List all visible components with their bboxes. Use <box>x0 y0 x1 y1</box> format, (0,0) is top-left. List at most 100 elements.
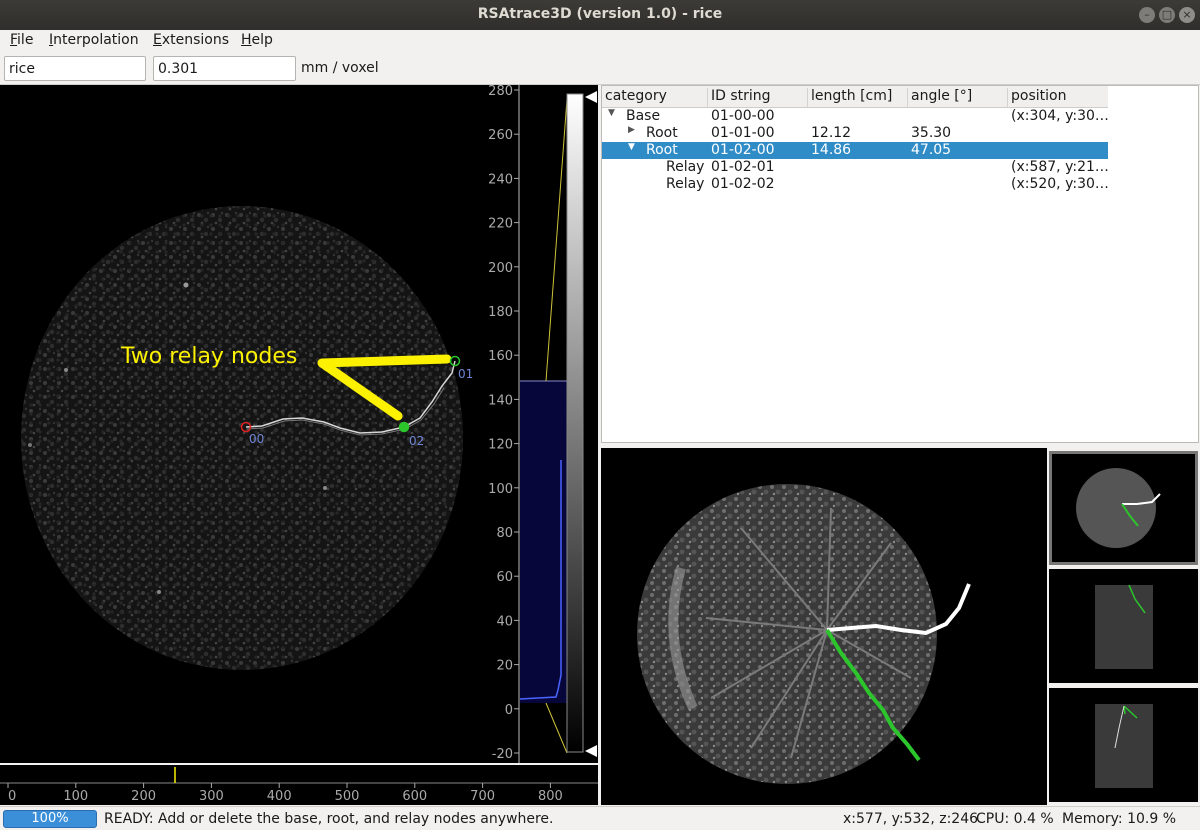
cell-category: Root <box>646 142 678 158</box>
hist-tick-label: 60 <box>496 570 513 585</box>
tree-row[interactable]: ▼ Root 01-02-00 14.86 47.05 <box>602 142 1108 159</box>
header-angle[interactable]: angle [°] <box>908 88 1008 107</box>
header-category[interactable]: category <box>602 88 708 107</box>
hist-tick-label: 260 <box>488 128 513 143</box>
relay-node-marker-02[interactable] <box>398 421 410 433</box>
expand-arrow-icon[interactable]: ▼ <box>608 108 615 118</box>
maximize-icon[interactable]: □ <box>1159 7 1175 23</box>
cell-category: Relay <box>666 176 705 192</box>
hist-tick-label: -20 <box>492 747 513 762</box>
cell-id-string: 01-00-00 <box>711 108 775 124</box>
hist-tick-label: 160 <box>488 349 513 364</box>
collapse-arrow-icon[interactable]: ▶ <box>628 125 635 135</box>
status-bar: 100% READY: Add or delete the base, root… <box>0 806 1200 830</box>
close-icon[interactable]: × <box>1179 7 1195 23</box>
view-thumbnails <box>1047 448 1200 805</box>
cpu-usage: CPU: 0.4 % <box>976 811 1054 827</box>
hist-tick-label: 240 <box>488 172 513 187</box>
annotation-arrow <box>317 354 452 421</box>
tree-row[interactable]: Relay 01-02-01 (x:587, y:21… <box>602 159 1109 176</box>
cell-length: 14.86 <box>811 142 852 158</box>
hist-tick-label: 220 <box>488 217 513 232</box>
x-tick-label: 500 <box>335 789 360 804</box>
soil-sample-cross-section <box>21 206 463 670</box>
cell-position: (x:520, y:30… <box>1011 176 1109 192</box>
slice-view[interactable]: 280 260 240 220 200 180 160 140 120 100 80 60 40 20 0-… <box>0 85 598 763</box>
hist-tick-label: 20 <box>496 659 513 674</box>
x-axis: 0 100 200 300 400 500 600 700 800 <box>7 783 563 804</box>
menu-extensions[interactable]: Extensions <box>153 32 230 48</box>
base-node-marker[interactable] <box>240 421 252 433</box>
thumbnail-front-view[interactable] <box>1049 569 1198 683</box>
volume-name-input[interactable] <box>4 56 146 81</box>
minimize-icon[interactable]: – <box>1139 7 1155 23</box>
x-tick-label: 100 <box>63 789 88 804</box>
node-label-01: 01 <box>458 367 474 381</box>
root-trace-green <box>825 628 921 762</box>
cell-id-string: 01-01-00 <box>711 125 775 141</box>
header-length[interactable]: length [cm] <box>808 88 908 107</box>
color-lut-bar[interactable] <box>566 93 584 753</box>
memory-usage: Memory: 10.9 % <box>1062 811 1177 827</box>
cell-position: (x:304, y:30… <box>1011 108 1109 124</box>
lut-min-handle[interactable] <box>585 745 597 757</box>
volume-render <box>637 484 937 784</box>
node-label-02: 02 <box>409 434 425 448</box>
hist-tick-label: 0 <box>505 703 513 718</box>
table-header: category ID string length [cm] angle [°]… <box>602 86 1108 108</box>
cell-length: 12.12 <box>811 125 852 141</box>
cell-angle: 47.05 <box>911 142 952 158</box>
thumbnail-side-view[interactable] <box>1049 688 1198 802</box>
cell-id-string: 01-02-00 <box>711 142 775 158</box>
menu-help[interactable]: Help <box>241 32 273 48</box>
cell-angle: 35.30 <box>911 125 952 141</box>
intensity-histogram[interactable] <box>518 85 568 763</box>
cell-position: (x:587, y:21… <box>1011 159 1109 175</box>
slice-slider[interactable]: 0 100 200 300 400 500 600 700 800 <box>0 763 598 805</box>
relay-node-marker-01[interactable] <box>449 355 461 367</box>
expand-arrow-icon[interactable]: ▼ <box>628 142 635 152</box>
volume-3d-view[interactable] <box>601 448 1047 805</box>
voxel-unit-label: mm / voxel <box>301 60 379 76</box>
window-title: RSAtrace3D (version 1.0) - rice <box>477 6 723 22</box>
hist-tick-label: 280 <box>488 85 513 99</box>
x-tick-label: 300 <box>199 789 224 804</box>
root-trace-white <box>826 583 971 636</box>
hist-tick-label: 140 <box>488 393 513 408</box>
x-tick-label: 0 <box>8 789 16 804</box>
cell-id-string: 01-02-01 <box>711 159 775 175</box>
toolbar: mm / voxel <box>0 52 1200 85</box>
lut-max-handle[interactable] <box>585 91 597 103</box>
header-position[interactable]: position <box>1011 88 1067 104</box>
menu-interpolation[interactable]: Interpolation <box>49 32 139 48</box>
tree-row[interactable]: ▼ Base 01-00-00 (x:304, y:30… <box>602 108 1109 125</box>
cell-category: Root <box>646 125 678 141</box>
header-id-string[interactable]: ID string <box>708 88 808 107</box>
x-tick-label: 600 <box>402 789 427 804</box>
hist-tick-label: 120 <box>488 438 513 453</box>
root-tree-table[interactable]: category ID string length [cm] angle [°]… <box>601 85 1199 443</box>
cell-id-string: 01-02-02 <box>711 176 775 192</box>
x-tick-label: 800 <box>538 789 563 804</box>
cursor-coordinates: x:577, y:532, z:246 <box>843 811 979 827</box>
status-message: READY: Add or delete the base, root, and… <box>104 811 554 827</box>
cell-category: Base <box>626 108 661 124</box>
hist-tick-label: 100 <box>488 482 513 497</box>
tree-row[interactable]: Relay 01-02-02 (x:520, y:30… <box>602 176 1109 193</box>
progress-bar: 100% <box>3 810 97 828</box>
tree-row[interactable]: ▶ Root 01-01-00 12.12 35.30 <box>602 125 1108 142</box>
menu-bar: File Interpolation Extensions Help <box>0 30 1200 52</box>
title-bar: RSAtrace3D (version 1.0) - rice – □ × <box>0 0 1200 30</box>
voxel-size-input[interactable] <box>153 56 296 81</box>
hist-tick-label: 180 <box>488 305 513 320</box>
root-trace-path <box>245 360 456 436</box>
menu-file[interactable]: File <box>10 32 34 48</box>
annotation-label: Two relay nodes <box>121 344 298 369</box>
x-tick-label: 700 <box>470 789 495 804</box>
cell-category: Relay <box>666 159 705 175</box>
x-tick-label: 400 <box>267 789 292 804</box>
hist-tick-label: 40 <box>496 614 513 629</box>
node-label-00: 00 <box>249 432 265 446</box>
thumbnail-top-view[interactable] <box>1049 451 1198 565</box>
histogram-axis: 280260240220200180160140120100806040200-… <box>488 85 519 762</box>
